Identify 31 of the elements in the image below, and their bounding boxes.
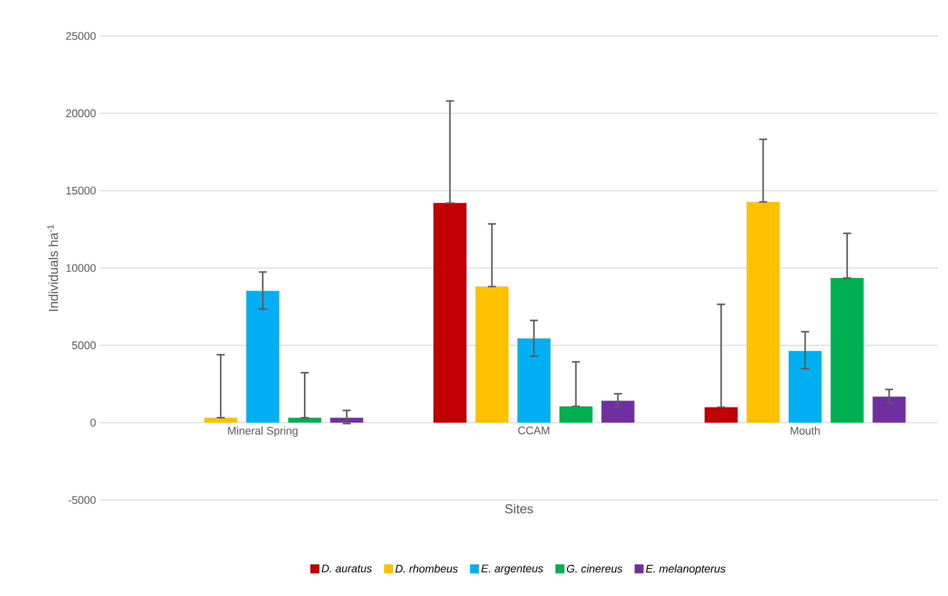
legend-label: D. auratus: [322, 564, 372, 572]
legend-label: G. cinereus: [566, 564, 622, 573]
y-tick-label: 25000: [66, 32, 96, 40]
legend-label: D. rhombeus: [395, 564, 458, 573]
bar: [246, 290, 280, 423]
bar: [433, 203, 466, 423]
bar: [204, 418, 238, 423]
y-tick-label: 10000: [66, 264, 96, 272]
y-tick-label: 15000: [66, 186, 96, 195]
x-axis-title: Sites: [505, 504, 533, 514]
bar: [830, 278, 864, 423]
bar: [517, 338, 550, 423]
bar: [330, 418, 364, 423]
y-axis-title: Individuals ha$^{-1}$: [47, 224, 58, 311]
y-tick-label: 0: [90, 418, 96, 427]
legend-label: E. argenteus: [481, 564, 544, 575]
y-tick-label: -5000: [68, 496, 96, 504]
bar: [788, 351, 822, 423]
bar: [559, 406, 592, 423]
bar: [475, 286, 508, 423]
y-tick-label: 5000: [72, 341, 96, 350]
x-tick-label: Mouth: [790, 426, 820, 435]
legend-label: E. melanopterus: [646, 564, 726, 575]
x-tick-label: Mineral Spring: [228, 426, 298, 437]
y-tick-label: 20000: [66, 109, 96, 118]
bar: [601, 400, 634, 423]
bar: [704, 407, 738, 423]
x-tick-label: CCAM: [518, 426, 550, 434]
bar: [746, 202, 780, 423]
bar: [288, 418, 322, 423]
bar: [872, 396, 906, 423]
